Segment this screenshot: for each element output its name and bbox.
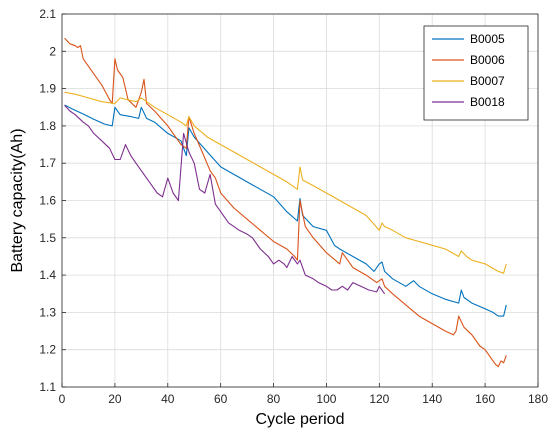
x-tick-label: 40 [161, 392, 175, 406]
y-tick-label: 1.7 [39, 156, 56, 170]
x-tick-label: 180 [528, 392, 548, 406]
y-tick-label: 1.5 [39, 231, 56, 245]
y-tick-label: 1.4 [39, 268, 56, 282]
x-tick-label: 160 [475, 392, 495, 406]
x-tick-label: 120 [369, 392, 389, 406]
x-tick-label: 20 [108, 392, 122, 406]
legend-box [423, 25, 529, 121]
y-tick-label: 2 [49, 44, 56, 58]
y-tick-label: 2.1 [39, 7, 56, 21]
legend: B0005 B0006 B0007 B0018 [423, 25, 529, 121]
legend-label: B0007 [470, 74, 505, 88]
x-tick-label: 140 [422, 392, 442, 406]
legend-label: B0018 [470, 95, 505, 109]
x-tick-label: 60 [214, 392, 228, 406]
y-axis-title: Battery capacity(Ah) [9, 128, 26, 272]
y-tick-label: 1.8 [39, 119, 56, 133]
y-tick-label: 1.6 [39, 194, 56, 208]
axis-ticks: 0 20 40 60 80 100 120 140 160 180 1.1 1.2 1.3 1.4 1.5 1… [39, 7, 548, 406]
y-tick-label: 1.1 [39, 380, 56, 394]
series-line-b0005 [64, 104, 507, 317]
legend-label: B0006 [470, 53, 505, 67]
series-lines [64, 37, 507, 368]
y-tick-label: 1.2 [39, 343, 56, 357]
x-tick-label: 80 [267, 392, 281, 406]
series-line-b0007 [64, 91, 507, 274]
legend-label: B0005 [470, 32, 505, 46]
x-tick-label: 0 [59, 392, 66, 406]
y-tick-label: 1.9 [39, 82, 56, 96]
grid-lines [61, 13, 539, 388]
series-line-b0018 [64, 105, 386, 295]
x-tick-label: 100 [316, 392, 336, 406]
x-axis-title: Cycle period [256, 411, 345, 428]
y-tick-label: 1.3 [39, 305, 56, 319]
series-line-b0006 [64, 37, 507, 368]
